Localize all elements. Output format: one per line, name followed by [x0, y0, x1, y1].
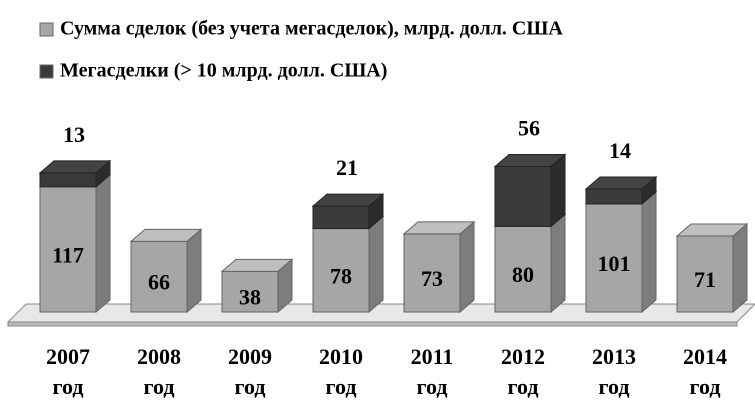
x-tick-label: 2011 год [410, 344, 454, 399]
bar [585, 203, 643, 313]
bar-segment [38, 159, 112, 188]
value-label: 80 [512, 262, 534, 287]
bar-side [641, 190, 657, 314]
x-tick-label: 2010 год [319, 344, 363, 399]
bar [312, 228, 370, 313]
bar-side [368, 215, 384, 314]
x-tick-label: 2009 год [228, 344, 272, 399]
bar-top [220, 258, 294, 272]
x-tick-label: 2014 год [683, 344, 727, 399]
x-tick-label: 2007 год [46, 344, 90, 399]
value-label: 78 [330, 263, 352, 288]
legend-label: Мегасделки (> 10 млрд. долл. США) [60, 60, 387, 82]
bar-segment [584, 175, 658, 206]
value-label: 13 [63, 122, 85, 147]
bar [585, 188, 643, 205]
bar-segment [402, 220, 476, 314]
value-label: 56 [518, 116, 540, 141]
value-label: 66 [148, 270, 170, 295]
value-label: 14 [609, 138, 631, 163]
bar-top [311, 193, 385, 207]
bar [39, 186, 97, 313]
bar-top [38, 160, 112, 174]
value-label: 73 [421, 266, 443, 291]
bar [312, 205, 370, 230]
bar-top [675, 223, 749, 237]
bar-side [459, 220, 475, 314]
legend-swatch [39, 22, 54, 37]
bar-top [493, 153, 567, 167]
legend-label: Сумма сделок (без учета мегасделок), млр… [60, 18, 563, 40]
bar-segment [675, 222, 749, 314]
bar [130, 240, 188, 313]
bar-side [732, 222, 748, 314]
bar-top [129, 228, 203, 242]
bar [221, 270, 279, 313]
x-tick-label: 2013 год [592, 344, 636, 399]
value-label: 21 [336, 155, 358, 180]
x-tick-label: 2008 год [137, 344, 181, 399]
bar [494, 165, 552, 227]
value-label: 71 [694, 267, 716, 292]
bar-segment [220, 258, 294, 314]
value-label: 101 [598, 251, 631, 276]
value-label: 38 [239, 285, 261, 310]
bar-top [402, 221, 476, 235]
bar [676, 235, 734, 313]
floor-edge [7, 321, 738, 327]
bar-segment [311, 215, 385, 314]
bar [39, 172, 97, 188]
legend-swatch [39, 64, 54, 79]
bar-side [95, 173, 111, 314]
bar-side [186, 228, 202, 314]
bar-segment [493, 153, 567, 228]
bar-segment [311, 192, 385, 230]
value-label: 117 [52, 242, 84, 267]
bar-segment [129, 228, 203, 314]
x-tick-label: 2012 год [501, 344, 545, 399]
bar-side [550, 213, 566, 314]
bar-top [584, 176, 658, 190]
